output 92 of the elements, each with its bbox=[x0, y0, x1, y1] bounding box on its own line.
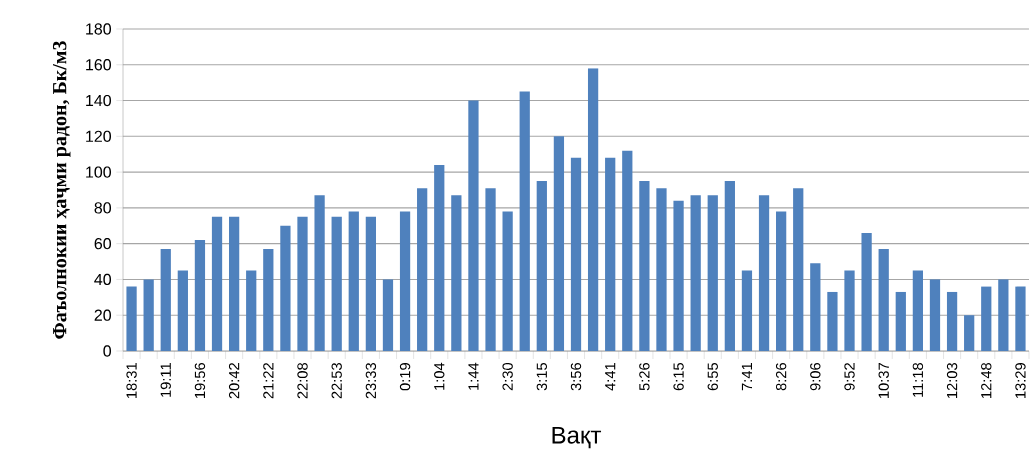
x-tick-label: 23:33 bbox=[365, 363, 377, 399]
y-tick-label: 40 bbox=[94, 273, 112, 286]
x-tick-label: 13:29 bbox=[1015, 363, 1026, 398]
bar bbox=[314, 195, 325, 351]
y-tick-label: 60 bbox=[94, 238, 112, 250]
bar bbox=[399, 211, 411, 351]
bar bbox=[878, 249, 889, 351]
bar bbox=[741, 270, 753, 351]
x-tick-label: 9:52 bbox=[844, 363, 855, 391]
bar bbox=[263, 249, 274, 351]
x-tick-label: 9:06 bbox=[810, 363, 821, 391]
y-tick-label: 140 bbox=[86, 94, 112, 107]
bar bbox=[485, 188, 496, 351]
bar bbox=[365, 216, 376, 351]
y-tick-label: 160 bbox=[86, 59, 112, 71]
bar bbox=[502, 211, 513, 351]
bar bbox=[827, 291, 838, 351]
bar bbox=[758, 195, 770, 351]
bar bbox=[451, 195, 462, 351]
bar bbox=[553, 136, 565, 351]
bar bbox=[964, 315, 975, 351]
bar bbox=[998, 279, 1009, 351]
bar bbox=[622, 150, 633, 351]
x-tick-label: 3:56 bbox=[570, 363, 582, 391]
bar bbox=[570, 157, 582, 351]
bar bbox=[707, 195, 718, 351]
x-tick-label: 10:37 bbox=[878, 363, 889, 398]
bar bbox=[946, 291, 958, 351]
bar bbox=[605, 157, 616, 351]
bar bbox=[929, 279, 941, 351]
bar bbox=[143, 279, 154, 351]
bar bbox=[382, 279, 394, 351]
bar bbox=[861, 232, 872, 351]
bar bbox=[981, 286, 992, 351]
bar bbox=[331, 216, 342, 351]
y-tick-label: 120 bbox=[86, 130, 112, 142]
x-tick-label: 20:42 bbox=[228, 363, 240, 399]
bar bbox=[468, 100, 479, 351]
x-tick-label: 6:55 bbox=[707, 363, 718, 391]
x-tick-label: 21:22 bbox=[263, 363, 274, 399]
bar bbox=[348, 211, 359, 351]
bar bbox=[160, 249, 171, 351]
bar bbox=[229, 216, 240, 351]
bar bbox=[656, 188, 667, 351]
x-tick-label: 1:44 bbox=[468, 362, 479, 390]
x-tick-label: 19:56 bbox=[194, 363, 206, 398]
bar bbox=[126, 286, 137, 351]
y-tick-label: 100 bbox=[86, 166, 112, 178]
x-tick-label: 3:15 bbox=[536, 363, 548, 391]
x-tick-label: 8:26 bbox=[775, 363, 787, 391]
x-tick-label: 0:19 bbox=[399, 363, 411, 391]
bar bbox=[639, 181, 650, 351]
bar bbox=[810, 263, 821, 351]
bar bbox=[673, 200, 684, 351]
bar bbox=[776, 211, 787, 351]
y-tick-label: 0 bbox=[103, 345, 112, 357]
x-tick-label: 19:11 bbox=[160, 363, 171, 397]
bar bbox=[280, 225, 291, 351]
bar bbox=[690, 195, 701, 351]
x-tick-label: 4:41 bbox=[605, 363, 616, 391]
bar bbox=[297, 216, 308, 351]
bar bbox=[536, 181, 547, 351]
bar bbox=[177, 270, 188, 351]
x-tick-label: 12:03 bbox=[946, 363, 958, 398]
x-tick-label: 6:15 bbox=[673, 363, 684, 391]
x-tick-label: 22:53 bbox=[331, 363, 342, 399]
x-tick-label: 2:30 bbox=[502, 362, 513, 391]
bar bbox=[724, 181, 735, 351]
x-tick-label: 12:48 bbox=[981, 363, 992, 398]
bar bbox=[211, 216, 223, 351]
y-tick-label: 20 bbox=[94, 309, 112, 321]
x-tick-label: 11:18 bbox=[912, 363, 924, 397]
bar bbox=[194, 240, 206, 351]
bar bbox=[587, 68, 599, 351]
bar bbox=[1015, 286, 1026, 351]
y-tick-label: 80 bbox=[94, 202, 112, 214]
x-axis-title: Вақт bbox=[552, 426, 602, 449]
y-axis-title: Фаъолнокии ҳаҷми радон, Бк/м3 bbox=[52, 41, 71, 339]
bar bbox=[793, 188, 804, 351]
bar bbox=[912, 270, 924, 351]
bar bbox=[417, 188, 428, 351]
x-tick-label: 1:04 bbox=[434, 362, 445, 390]
y-tick-label: 180 bbox=[86, 23, 112, 35]
bar bbox=[844, 270, 855, 351]
bar bbox=[895, 291, 906, 351]
bar bbox=[434, 164, 445, 351]
x-tick-label: 22:08 bbox=[297, 363, 308, 399]
x-tick-label: 18:31 bbox=[126, 363, 137, 398]
bar bbox=[246, 270, 257, 351]
x-tick-label: 5:26 bbox=[639, 363, 650, 391]
x-tick-label: 7:41 bbox=[741, 363, 752, 391]
bar bbox=[519, 91, 530, 351]
